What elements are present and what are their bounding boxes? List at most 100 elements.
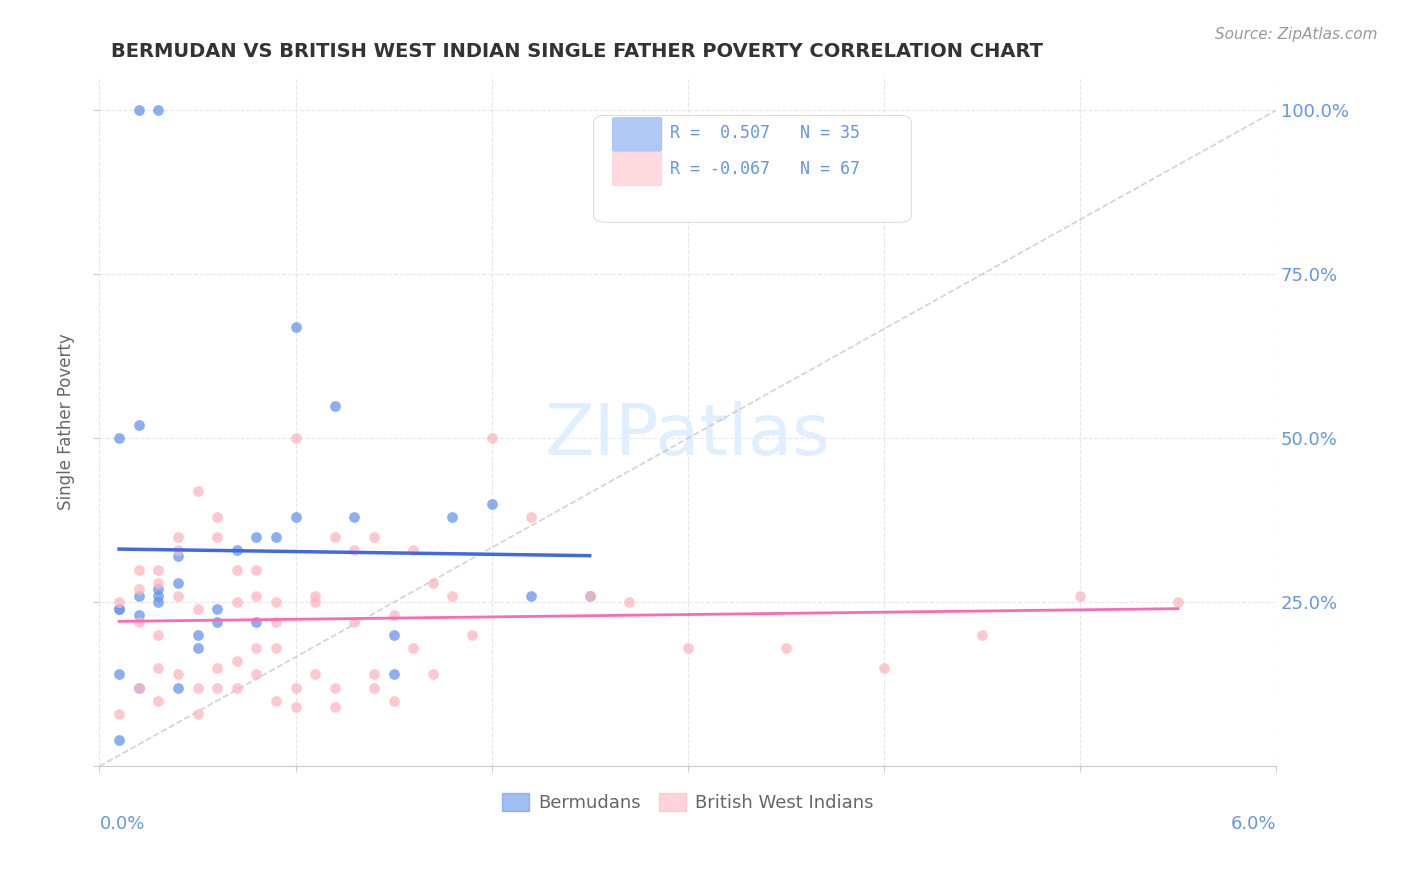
Point [167, 667, 190, 681]
Point [382, 694, 405, 708]
Legend: Bermudans, British West Indians: Bermudans, British West Indians [495, 786, 880, 819]
Point [775, 641, 797, 656]
Point [264, 530, 287, 544]
Point [128, 615, 150, 629]
Point [245, 589, 267, 603]
Point [343, 510, 366, 524]
Point [186, 483, 208, 498]
Point [108, 706, 131, 721]
Point [108, 667, 131, 681]
Point [264, 595, 287, 609]
Point [363, 667, 385, 681]
Point [108, 602, 131, 616]
Point [245, 615, 267, 629]
Text: 0.0%: 0.0% [100, 814, 145, 832]
Point [363, 681, 385, 695]
Point [167, 542, 190, 557]
Point [148, 628, 170, 642]
Point [382, 608, 405, 623]
Point [304, 589, 326, 603]
Point [186, 681, 208, 695]
Point [167, 575, 190, 590]
Point [676, 641, 699, 656]
Point [284, 681, 307, 695]
Point [422, 575, 444, 590]
Point [205, 681, 228, 695]
Point [422, 667, 444, 681]
Point [148, 582, 170, 597]
Text: R = -0.067   N = 67: R = -0.067 N = 67 [671, 160, 860, 178]
Point [128, 418, 150, 433]
Point [148, 661, 170, 675]
Point [167, 589, 190, 603]
Point [1069, 589, 1091, 603]
Point [617, 595, 640, 609]
Point [284, 700, 307, 714]
Point [284, 510, 307, 524]
Point [520, 510, 543, 524]
Point [167, 549, 190, 564]
Point [382, 667, 405, 681]
Point [402, 542, 425, 557]
Point [108, 602, 131, 616]
Point [128, 562, 150, 576]
Point [264, 694, 287, 708]
Point [148, 694, 170, 708]
Point [225, 681, 247, 695]
Point [245, 562, 267, 576]
Point [186, 706, 208, 721]
Point [304, 667, 326, 681]
FancyBboxPatch shape [593, 115, 911, 222]
Point [304, 595, 326, 609]
Point [323, 530, 346, 544]
Point [148, 575, 170, 590]
FancyBboxPatch shape [613, 118, 662, 152]
Point [461, 628, 484, 642]
Point [148, 595, 170, 609]
Text: ZIPatlas: ZIPatlas [546, 401, 831, 470]
Point [225, 595, 247, 609]
Point [128, 582, 150, 597]
Point [148, 103, 170, 118]
Point [343, 615, 366, 629]
Point [128, 681, 150, 695]
Point [284, 431, 307, 445]
Point [520, 589, 543, 603]
Point [128, 608, 150, 623]
Point [186, 602, 208, 616]
Point [245, 530, 267, 544]
Point [128, 681, 150, 695]
Point [205, 602, 228, 616]
Point [205, 510, 228, 524]
Point [108, 431, 131, 445]
Point [323, 399, 346, 413]
Text: Source: ZipAtlas.com: Source: ZipAtlas.com [1215, 27, 1378, 42]
Point [225, 562, 247, 576]
Point [323, 700, 346, 714]
Point [225, 542, 247, 557]
Point [578, 589, 600, 603]
Point [264, 641, 287, 656]
Point [873, 661, 896, 675]
Point [128, 589, 150, 603]
Point [205, 661, 228, 675]
FancyBboxPatch shape [613, 152, 662, 186]
Point [481, 497, 503, 511]
Y-axis label: Single Father Poverty: Single Father Poverty [58, 334, 75, 510]
Text: R =  0.507   N = 35: R = 0.507 N = 35 [671, 124, 860, 142]
Point [186, 641, 208, 656]
Point [167, 530, 190, 544]
Point [343, 542, 366, 557]
Point [245, 641, 267, 656]
Point [578, 589, 600, 603]
Point [441, 510, 464, 524]
Point [481, 431, 503, 445]
Point [108, 595, 131, 609]
Text: BERMUDAN VS BRITISH WEST INDIAN SINGLE FATHER POVERTY CORRELATION CHART: BERMUDAN VS BRITISH WEST INDIAN SINGLE F… [111, 42, 1043, 61]
Text: 6.0%: 6.0% [1230, 814, 1277, 832]
Point [284, 319, 307, 334]
Point [1167, 595, 1189, 609]
Point [245, 667, 267, 681]
Point [970, 628, 993, 642]
Point [167, 681, 190, 695]
